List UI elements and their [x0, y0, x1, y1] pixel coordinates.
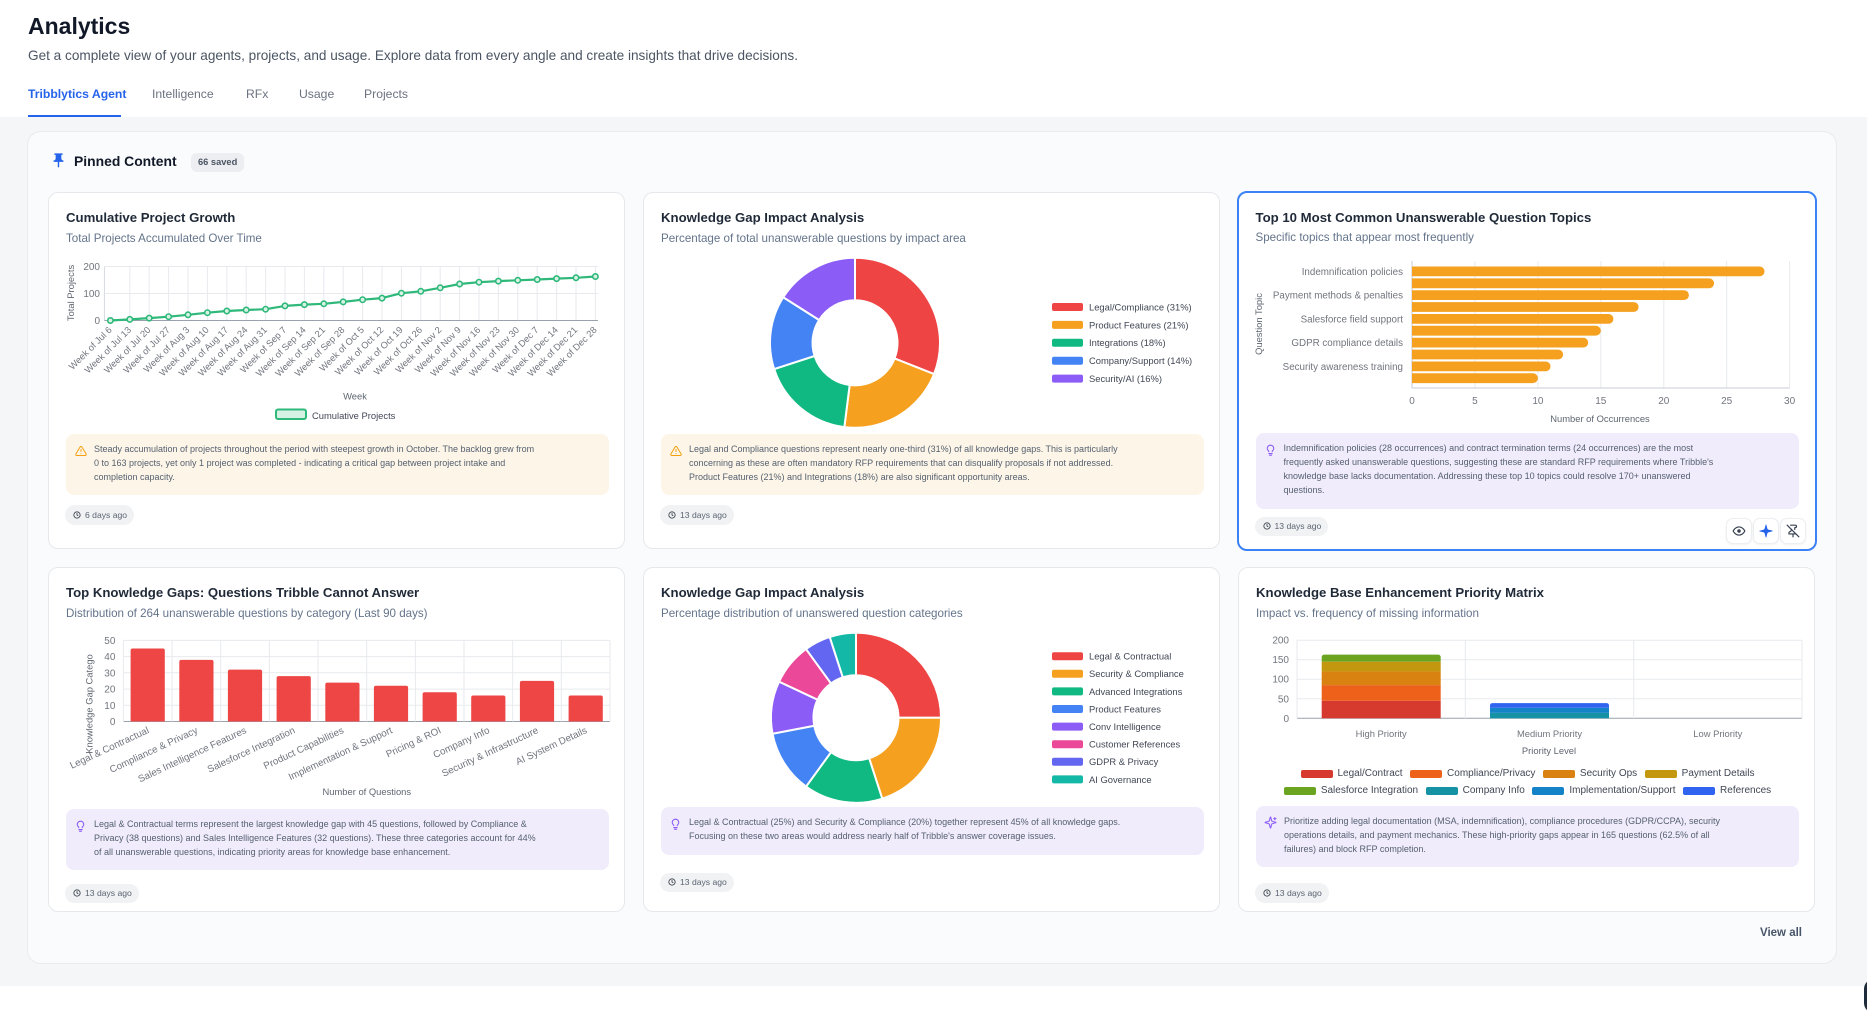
svg-text:50: 50	[1278, 694, 1290, 705]
svg-text:0: 0	[110, 717, 116, 728]
svg-text:Conv Intelligence: Conv Intelligence	[1089, 721, 1161, 732]
svg-text:High Priority: High Priority	[1356, 728, 1407, 739]
svg-text:Salesforce Integration: Salesforce Integration	[206, 725, 297, 775]
svg-text:Indemnification policies: Indemnification policies	[1301, 266, 1402, 277]
svg-text:Company/Support (14%): Company/Support (14%)	[1089, 355, 1192, 366]
svg-text:Number of Questions: Number of Questions	[323, 786, 412, 797]
svg-text:0: 0	[94, 316, 100, 327]
svg-text:Product Features (21%): Product Features (21%)	[1089, 319, 1189, 330]
svg-text:Integrations (18%): Integrations (18%)	[1089, 337, 1166, 348]
svg-text:50: 50	[104, 636, 116, 647]
svg-text:Week: Week	[343, 391, 367, 402]
svg-text:5: 5	[1472, 396, 1478, 407]
svg-text:0: 0	[1283, 714, 1289, 725]
svg-text:40: 40	[104, 652, 116, 663]
svg-text:150: 150	[1272, 655, 1289, 666]
svg-text:GDPR compliance details: GDPR compliance details	[1291, 338, 1403, 349]
svg-text:30: 30	[104, 668, 116, 679]
svg-text:Legal & Contractual: Legal & Contractual	[1089, 651, 1171, 662]
svg-text:Advanced Integrations: Advanced Integrations	[1089, 686, 1183, 697]
svg-text:Medium Priority: Medium Priority	[1517, 728, 1582, 739]
svg-text:Total Projects: Total Projects	[65, 265, 76, 322]
svg-text:Number of Occurrences: Number of Occurrences	[1550, 413, 1650, 424]
svg-text:10: 10	[1532, 396, 1544, 407]
svg-text:100: 100	[83, 289, 100, 300]
svg-text:Customer References: Customer References	[1089, 739, 1180, 750]
svg-text:Low Priority: Low Priority	[1693, 728, 1742, 739]
svg-text:Security/AI (16%): Security/AI (16%)	[1089, 373, 1162, 384]
svg-text:Priority Level: Priority Level	[1522, 745, 1576, 756]
svg-text:30: 30	[1784, 396, 1796, 407]
svg-text:AI Governance: AI Governance	[1089, 774, 1152, 785]
svg-text:15: 15	[1595, 396, 1607, 407]
svg-text:Security & Compliance: Security & Compliance	[1089, 668, 1184, 679]
svg-text:200: 200	[1272, 636, 1289, 647]
svg-text:25: 25	[1721, 396, 1733, 407]
svg-text:Payment methods & penalties: Payment methods & penalties	[1272, 290, 1402, 301]
svg-text:20: 20	[104, 685, 116, 696]
svg-text:20: 20	[1658, 396, 1670, 407]
svg-text:Salesforce field support: Salesforce field support	[1300, 314, 1403, 325]
svg-text:Cumulative Projects: Cumulative Projects	[312, 410, 396, 421]
svg-text:10: 10	[104, 701, 116, 712]
svg-text:Knowledge Gap Catego: Knowledge Gap Catego	[84, 654, 95, 754]
svg-text:Product Features: Product Features	[1089, 703, 1161, 714]
svg-text:Legal/Compliance (31%): Legal/Compliance (31%)	[1089, 301, 1192, 312]
svg-text:200: 200	[83, 262, 100, 273]
svg-text:0: 0	[1409, 396, 1415, 407]
svg-text:Question Topic: Question Topic	[1253, 292, 1264, 354]
svg-text:100: 100	[1272, 675, 1289, 686]
svg-text:GDPR & Privacy: GDPR & Privacy	[1089, 756, 1159, 767]
svg-text:Security awareness training: Security awareness training	[1282, 361, 1402, 372]
